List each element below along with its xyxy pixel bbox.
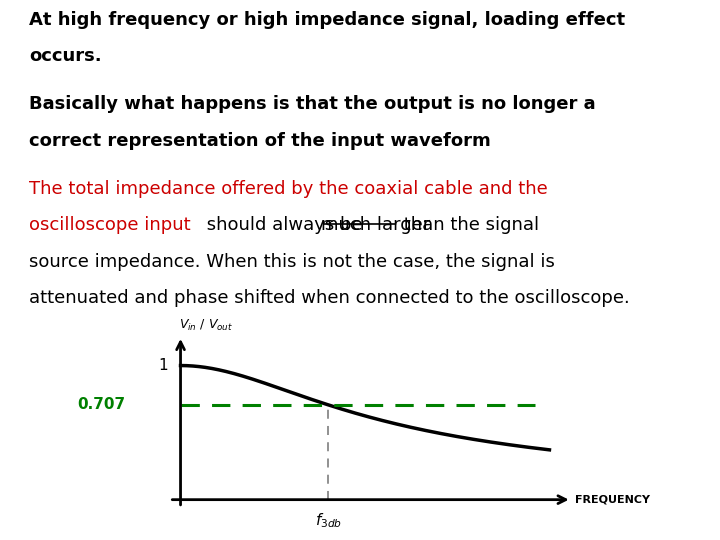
Text: than the signal: than the signal <box>398 217 539 234</box>
Text: The total impedance offered by the coaxial cable and the: The total impedance offered by the coaxi… <box>29 180 547 198</box>
Text: $f_{3db}$: $f_{3db}$ <box>315 512 342 530</box>
Text: should always be: should always be <box>201 217 369 234</box>
Text: 0.707: 0.707 <box>77 397 125 413</box>
Text: much larger: much larger <box>321 217 431 234</box>
Text: Basically what happens is that the output is no longer a: Basically what happens is that the outpu… <box>29 96 595 113</box>
Text: occurs.: occurs. <box>29 47 102 65</box>
Text: FREQUENCY: FREQUENCY <box>575 495 650 505</box>
Text: 1: 1 <box>158 358 168 373</box>
Text: $V_{in}$ / $V_{out}$: $V_{in}$ / $V_{out}$ <box>179 318 233 333</box>
Text: At high frequency or high impedance signal, loading effect: At high frequency or high impedance sign… <box>29 11 625 29</box>
Text: correct representation of the input waveform: correct representation of the input wave… <box>29 132 490 150</box>
Text: oscilloscope input: oscilloscope input <box>29 217 190 234</box>
Text: attenuated and phase shifted when connected to the oscilloscope.: attenuated and phase shifted when connec… <box>29 289 629 307</box>
Text: source impedance. When this is not the case, the signal is: source impedance. When this is not the c… <box>29 253 554 271</box>
